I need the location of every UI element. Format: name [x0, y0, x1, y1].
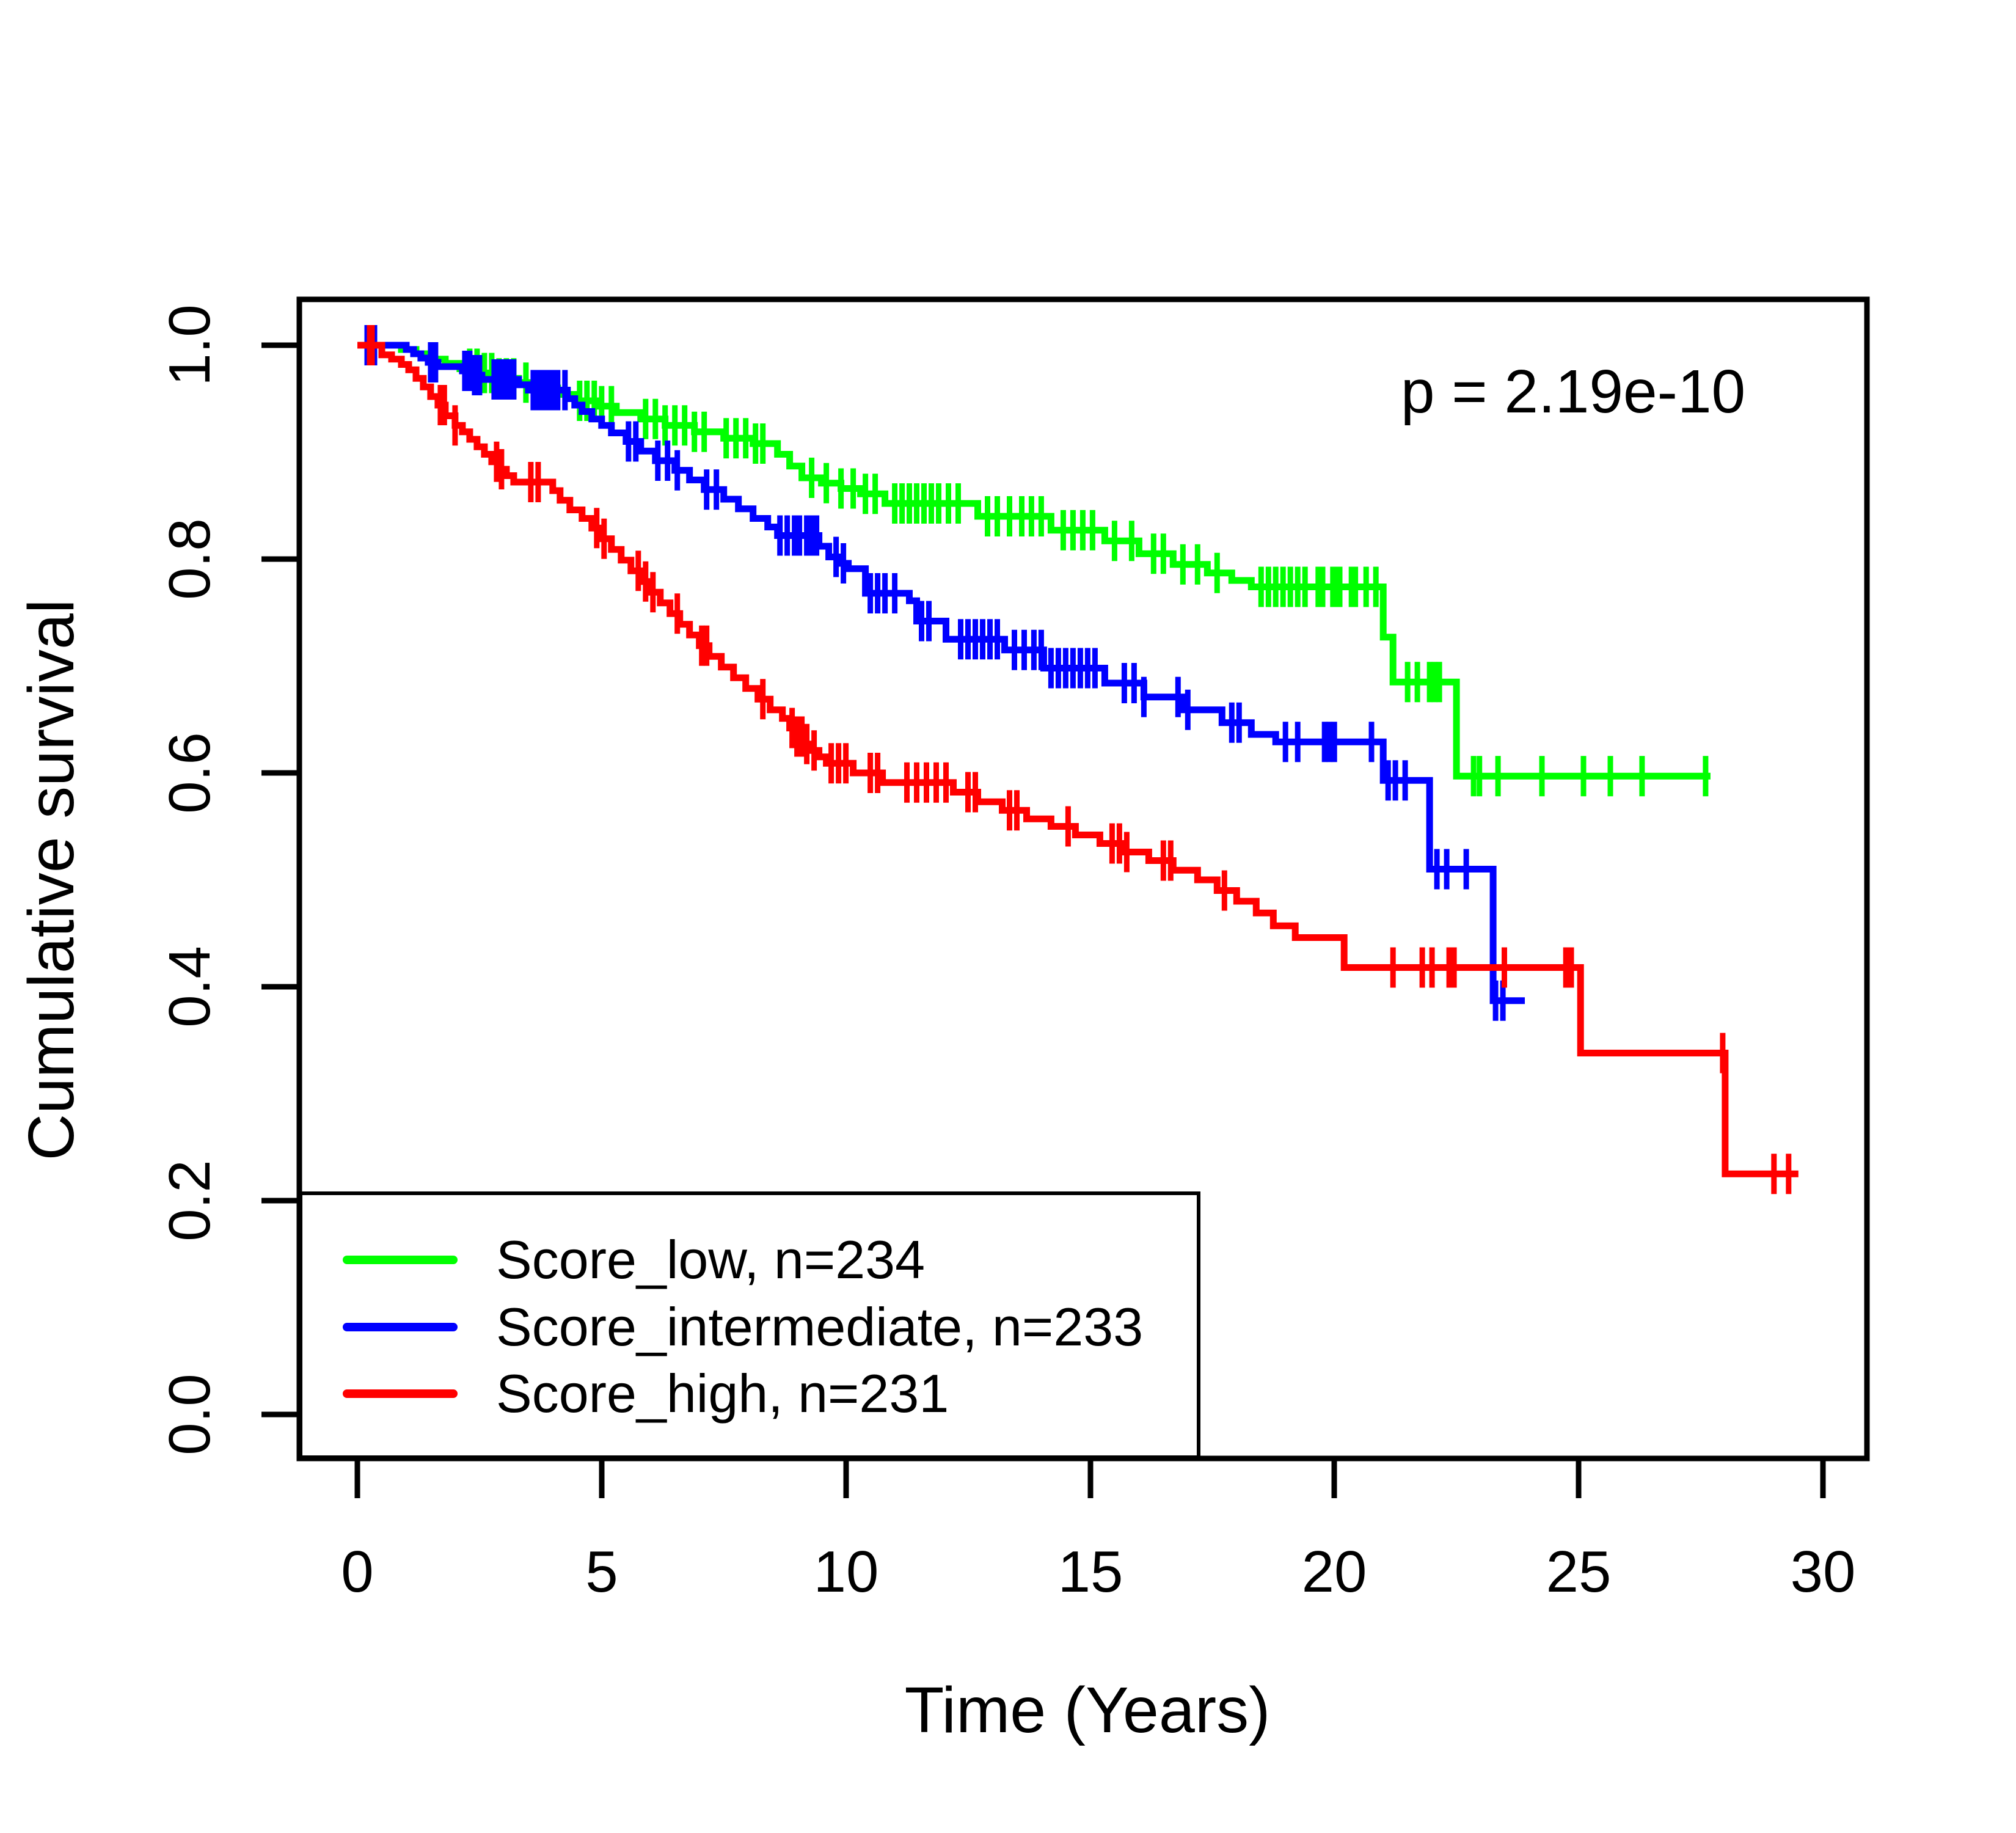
y-tick-label: 0.2 — [157, 1160, 222, 1241]
x-tick-label: 30 — [1791, 1539, 1856, 1604]
x-tick-label: 20 — [1302, 1539, 1367, 1604]
y-tick-label: 0.8 — [157, 518, 222, 599]
x-axis-tick-labels: 0 5 10 15 20 25 30 — [341, 1539, 1855, 1604]
y-tick-label: 1.0 — [157, 304, 222, 386]
x-tick-label: 15 — [1058, 1539, 1123, 1604]
x-tick-label: 5 — [585, 1539, 618, 1604]
legend-label-score-high: Score_high, n=231 — [496, 1363, 949, 1424]
y-tick-label: 0.0 — [157, 1374, 222, 1455]
y-axis-tick-labels: 0.0 0.2 0.4 0.6 0.8 1.0 — [157, 304, 222, 1455]
p-value-annotation: p = 2.19e-10 — [1401, 357, 1745, 426]
x-axis-ticks — [354, 1458, 1826, 1498]
x-axis-title: Time (Years) — [905, 1674, 1271, 1746]
x-tick-label: 0 — [341, 1539, 373, 1604]
x-tick-label: 10 — [814, 1539, 879, 1604]
y-tick-label: 0.4 — [157, 946, 222, 1027]
y-axis-title: Cumulative survival — [15, 599, 87, 1161]
legend: Score_low, n=234 Score_intermediate, n=2… — [299, 1191, 1200, 1459]
survival-curves — [357, 325, 1799, 1195]
legend-label-score-low: Score_low, n=234 — [496, 1229, 925, 1290]
y-tick-label: 0.6 — [157, 732, 222, 813]
legend-label-score-intermediate: Score_intermediate, n=233 — [496, 1297, 1143, 1357]
km-curve-score_intermediate — [357, 325, 1525, 1021]
x-tick-label: 25 — [1546, 1539, 1612, 1604]
km-curve-score_high — [357, 325, 1799, 1195]
y-axis-ticks — [261, 342, 299, 1418]
